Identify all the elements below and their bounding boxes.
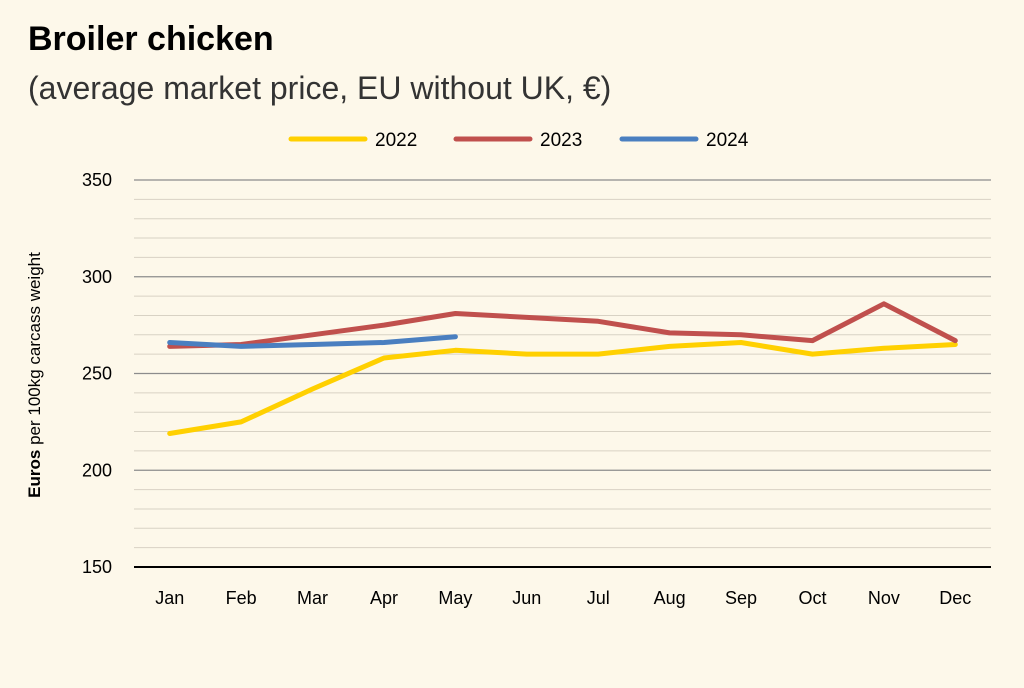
x-tick-label: Jun xyxy=(512,588,541,608)
x-tick-label: May xyxy=(438,588,472,608)
x-tick-label: Jan xyxy=(155,588,184,608)
legend: 2022 2023 2024 xyxy=(288,130,749,151)
y-tick-label: 300 xyxy=(82,267,112,287)
y-tick-label: 250 xyxy=(82,364,112,384)
y-tick-label: 200 xyxy=(82,460,112,480)
y-tick-label: 350 xyxy=(82,170,112,190)
x-tick-label: Nov xyxy=(868,588,900,608)
legend-label-2022: 2022 xyxy=(375,130,417,151)
series-line-2022 xyxy=(167,340,958,436)
y-axis-label: Euros per 100kg carcass weight xyxy=(25,252,44,498)
x-tick-label: Dec xyxy=(939,588,971,608)
series-line-2023 xyxy=(167,301,958,349)
series-lines xyxy=(167,301,958,436)
x-tick-label: Mar xyxy=(297,588,328,608)
x-tick-label: Apr xyxy=(370,588,398,608)
y-axis-label-rest: per 100kg carcass weight xyxy=(25,252,44,450)
y-axis-label-unit: Euros xyxy=(25,450,44,498)
series-line-2024 xyxy=(167,334,458,349)
x-tick-label: Aug xyxy=(654,588,686,608)
chart-title: Broiler chicken xyxy=(28,20,274,58)
legend-label-2023: 2023 xyxy=(540,130,582,151)
legend-label-2024: 2024 xyxy=(706,130,749,151)
x-tick-label: Sep xyxy=(725,588,757,608)
y-tick-label: 150 xyxy=(82,557,112,577)
chart-subtitle: (average market price, EU without UK, €) xyxy=(28,70,611,106)
x-tick-label: Jul xyxy=(587,588,610,608)
x-tick-label: Feb xyxy=(226,588,257,608)
gridlines xyxy=(134,179,991,568)
y-tick-labels: 150 200 250 300 350 xyxy=(82,170,112,577)
x-tick-labels: Jan Feb Mar Apr May Jun Jul Aug Sep Oct Nov Dec xyxy=(155,588,971,608)
x-tick-label: Oct xyxy=(798,588,826,608)
